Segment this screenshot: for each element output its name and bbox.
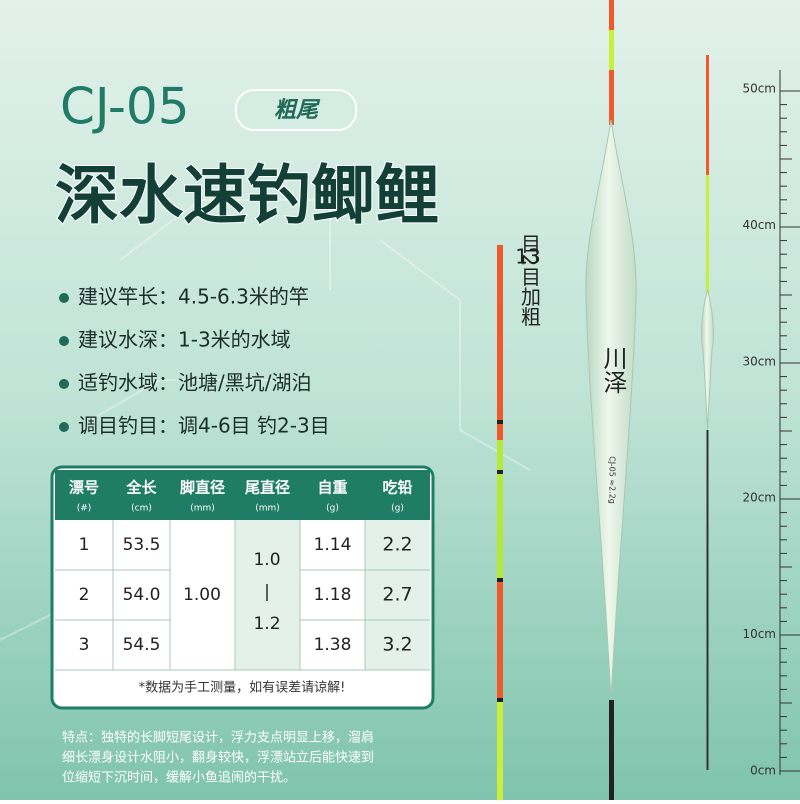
float-label: CJ-05 ≈2.2g — [608, 456, 617, 504]
title: 深水速钓鲫鲤 — [55, 160, 439, 234]
ruler-label: 0cm — [750, 764, 776, 778]
header-name: 自重 — [317, 479, 347, 497]
bullet — [59, 336, 69, 346]
thin-float — [497, 245, 503, 800]
spec: 适钓水域：池塘/黑坑/湖泊 — [78, 371, 311, 395]
float-brand: 川泽 — [599, 346, 627, 394]
description: 细长漂身设计水阻小，翻身较快，浮漂站立后能快速到 — [62, 750, 374, 766]
callout: 目2目加粗 — [518, 234, 542, 327]
bullet — [59, 379, 69, 389]
tag: 粗尾 — [274, 98, 321, 123]
cell: 1.18 — [314, 585, 352, 605]
cell: 3 — [79, 635, 90, 655]
shade — [365, 520, 430, 670]
description: 特点：独特的长脚短尾设计，浮力支点明显上移，溜肩 — [62, 730, 374, 746]
ruler-label: 40cm — [742, 218, 776, 232]
bullet — [59, 293, 69, 303]
header-unit: (mm) — [190, 504, 215, 514]
header-unit: (g) — [391, 504, 404, 514]
header-name: 尾直径 — [245, 479, 290, 497]
header-unit: (cm) — [131, 504, 152, 514]
cell: | — [264, 582, 270, 602]
description: 位缩短下沉时间，缓解小鱼追闹的干扰。 — [62, 770, 296, 786]
header-row — [55, 470, 430, 520]
header-name: 全长 — [125, 479, 157, 497]
model: CJ-05 — [60, 78, 190, 136]
cell: 54.0 — [123, 585, 161, 605]
tag-badge — [235, 89, 357, 131]
note: *数据为手工测量，如有误差请谅解! — [139, 680, 346, 696]
cell: 1.00 — [183, 585, 221, 605]
header-name: 脚直径 — [180, 479, 225, 497]
callout-number: 13 — [515, 245, 540, 269]
spec: 建议竿长：4.5-6.3米的竿 — [78, 285, 309, 309]
main-float — [585, 0, 637, 800]
spec: 调目钓目：调4-6目 钓2-3目 — [78, 414, 330, 438]
header-name: 漂号 — [69, 479, 99, 497]
ruler-label: 10cm — [742, 627, 776, 641]
cell: 3.2 — [382, 634, 412, 656]
small-float — [701, 55, 714, 770]
spec: 建议水深：1-3米的水域 — [78, 328, 291, 352]
header-unit: (g) — [326, 504, 339, 514]
bullet — [59, 422, 69, 432]
cell: 1.38 — [314, 635, 352, 655]
cell: 2 — [79, 585, 90, 605]
cell: 53.5 — [123, 535, 161, 555]
cell: 1.14 — [314, 535, 352, 555]
header-unit: (mm) — [255, 504, 280, 514]
cell: 1.0 — [253, 550, 280, 570]
header-unit: (#) — [77, 504, 92, 514]
cell: 54.5 — [123, 635, 161, 655]
cell: 2.7 — [382, 584, 412, 606]
cell: 2.2 — [382, 534, 412, 556]
ruler-label: 50cm — [742, 82, 776, 96]
cell: 1.2 — [253, 614, 280, 634]
ruler-label: 30cm — [742, 354, 776, 368]
shade — [235, 520, 300, 670]
ruler-label: 20cm — [742, 491, 776, 505]
header-name: 吃铅 — [382, 479, 412, 497]
cell: 1 — [79, 535, 90, 555]
